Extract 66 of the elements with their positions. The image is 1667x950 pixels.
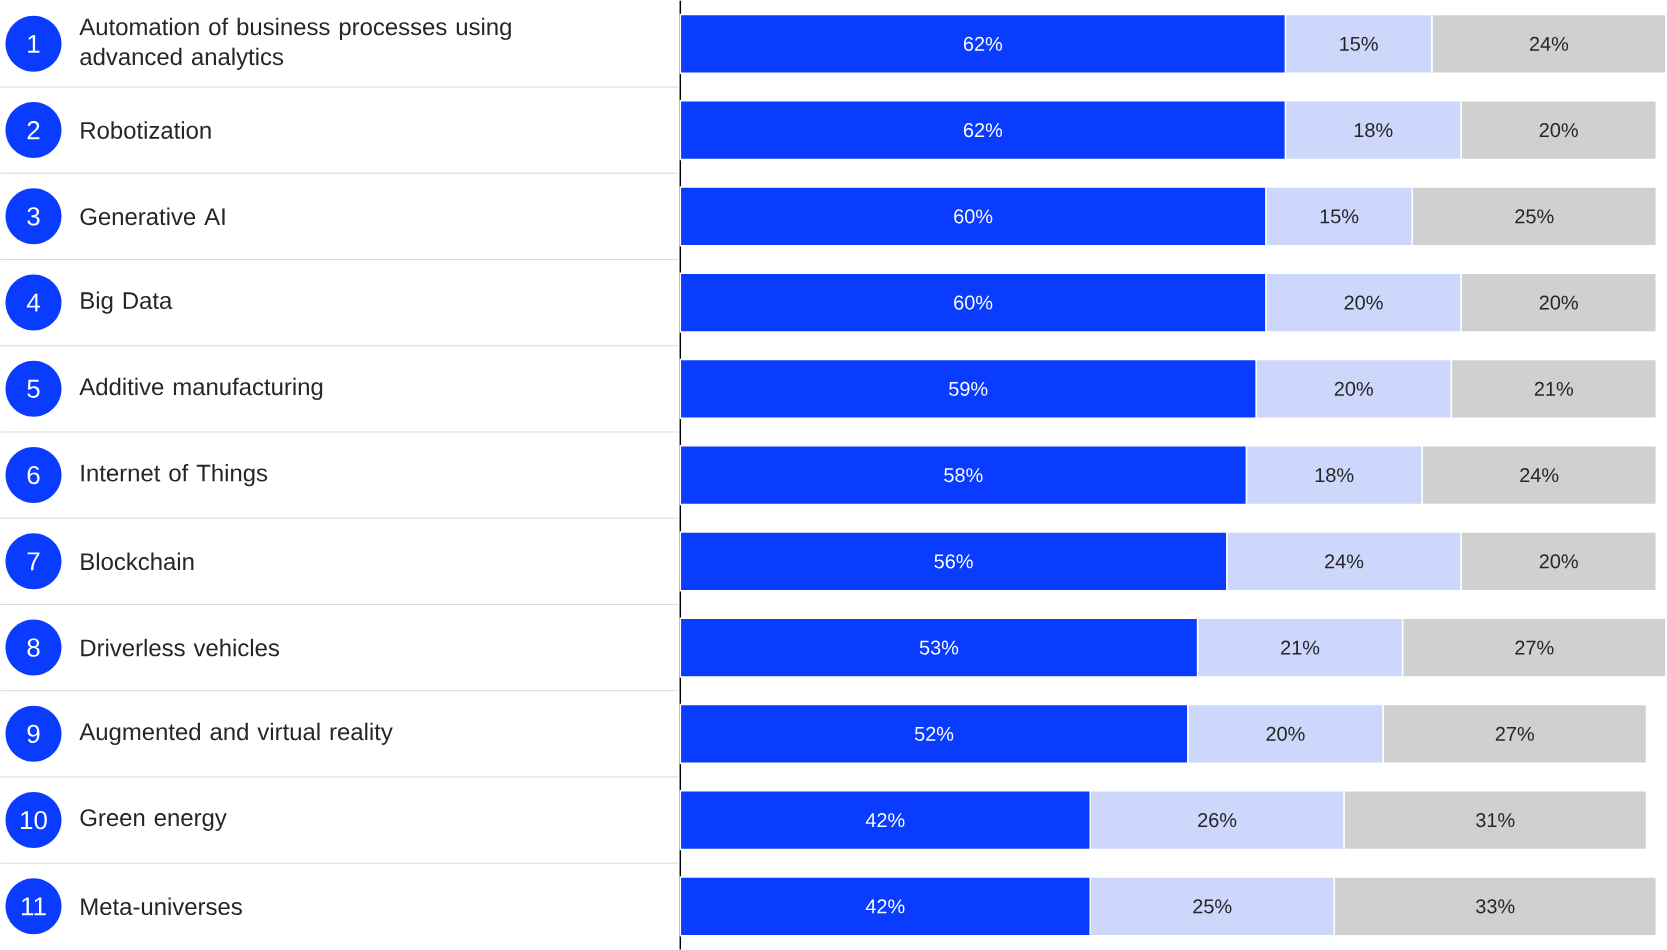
y-tick-label: Generative AI — [80, 207, 225, 226]
y-tick-label: Driverless vehicles — [81, 638, 279, 657]
y-tick-label: Big Data — [81, 291, 173, 314]
bar — [1460, 531, 1658, 592]
data-label: 20% — [1266, 726, 1305, 741]
data-label: 53% — [919, 640, 959, 655]
text: 5 — [27, 379, 40, 398]
data-label: 26% — [1198, 812, 1237, 828]
y-tick-label: Green energy — [80, 809, 227, 831]
data-label: 42% — [865, 812, 905, 827]
bar — [1333, 876, 1658, 937]
bar — [1382, 703, 1648, 764]
data-label: 18% — [1354, 122, 1393, 138]
bar — [1431, 13, 1667, 74]
data-label: 60% — [954, 295, 993, 310]
data-label: 52% — [914, 726, 954, 741]
data-label: 24% — [1520, 467, 1559, 483]
data-label: 21% — [1534, 381, 1573, 396]
data-label: 25% — [1515, 209, 1554, 224]
y-tick-label: Blockchain — [81, 552, 194, 571]
text: 11 — [22, 897, 46, 916]
bar — [1460, 272, 1658, 333]
text: 8 — [27, 638, 40, 657]
text: 6 — [27, 465, 40, 485]
data-label: 31% — [1476, 812, 1515, 828]
bar — [1343, 789, 1648, 851]
bar — [1421, 444, 1658, 506]
data-label: 56% — [934, 554, 973, 569]
data-label: 20% — [1539, 295, 1578, 310]
data-label: 24% — [1529, 36, 1569, 51]
bar — [1401, 617, 1667, 678]
data-label: 18% — [1315, 467, 1354, 483]
bar — [1411, 186, 1658, 247]
data-label: 20% — [1539, 122, 1578, 138]
y-tick-label: Robotization — [81, 121, 211, 139]
bar — [1450, 358, 1658, 419]
text: 3 — [27, 207, 40, 226]
text: 4 — [26, 293, 40, 312]
data-label: 27% — [1495, 726, 1534, 741]
data-label: 25% — [1193, 899, 1232, 914]
y-tick-label: Additive manufacturing — [79, 377, 323, 400]
data-label: 58% — [944, 467, 983, 483]
data-label: 42% — [865, 899, 905, 914]
text: 2 — [27, 120, 40, 140]
text: 10 — [21, 810, 47, 830]
y-tick-label: Automation of business processes using advanced analytics — [79, 17, 511, 70]
data-label: 20% — [1334, 381, 1373, 396]
data-label: 33% — [1476, 899, 1515, 914]
data-label: 20% — [1344, 295, 1383, 310]
text: 9 — [27, 724, 40, 743]
data-label: 24% — [1325, 554, 1364, 569]
data-label: 27% — [1515, 640, 1554, 655]
data-label: 21% — [1281, 640, 1320, 655]
y-tick-label: Augmented and virtual reality — [79, 722, 393, 745]
y-tick-label: Internet of Things — [81, 463, 268, 487]
text: 7 — [27, 552, 40, 571]
data-label: 59% — [949, 381, 988, 396]
data-label: 15% — [1340, 36, 1378, 51]
data-label: 20% — [1539, 554, 1578, 569]
data-label: 15% — [1320, 209, 1359, 224]
text: 1 — [28, 34, 40, 53]
data-label: 62% — [963, 122, 1003, 138]
y-tick-label: Meta-universes — [81, 897, 242, 916]
data-label: 62% — [963, 36, 1003, 51]
data-label: 60% — [954, 209, 993, 224]
bar — [1460, 99, 1658, 161]
